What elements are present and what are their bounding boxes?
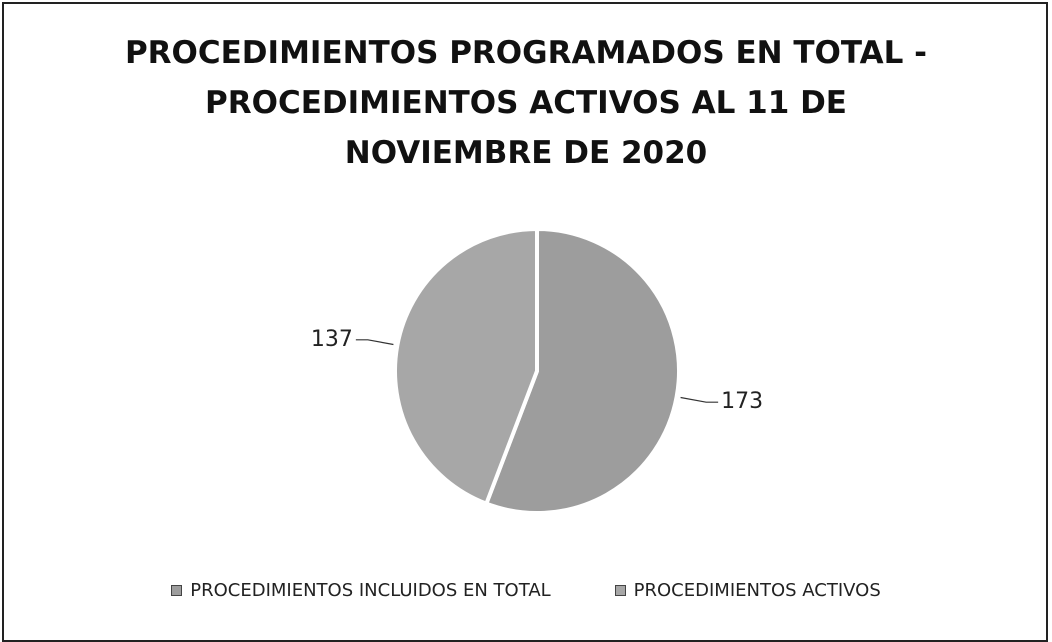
legend: PROCEDIMIENTOS INCLUIDOS EN TOTAL PROCEDI… bbox=[0, 580, 1052, 601]
legend-label: PROCEDIMIENTOS INCLUIDOS EN TOTAL bbox=[190, 580, 551, 601]
data-label: 173 bbox=[721, 389, 763, 414]
legend-swatch bbox=[614, 585, 626, 596]
pie-slice bbox=[393, 226, 539, 507]
data-label: 137 bbox=[311, 327, 353, 352]
leader-line bbox=[680, 396, 719, 403]
legend-label: PROCEDIMIENTOS ACTIVOS bbox=[633, 580, 881, 601]
legend-swatch bbox=[171, 585, 183, 596]
legend-item: PROCEDIMIENTOS ACTIVOS bbox=[614, 580, 881, 601]
leader-line bbox=[355, 339, 394, 346]
chart: 173 137 bbox=[310, 226, 764, 515]
pie-slice bbox=[483, 226, 681, 515]
legend-item: PROCEDIMIENTOS INCLUIDOS EN TOTAL bbox=[171, 580, 551, 601]
chart-title: PROCEDIMIENTOS PROGRAMADOS EN TOTAL - PR… bbox=[124, 35, 928, 171]
